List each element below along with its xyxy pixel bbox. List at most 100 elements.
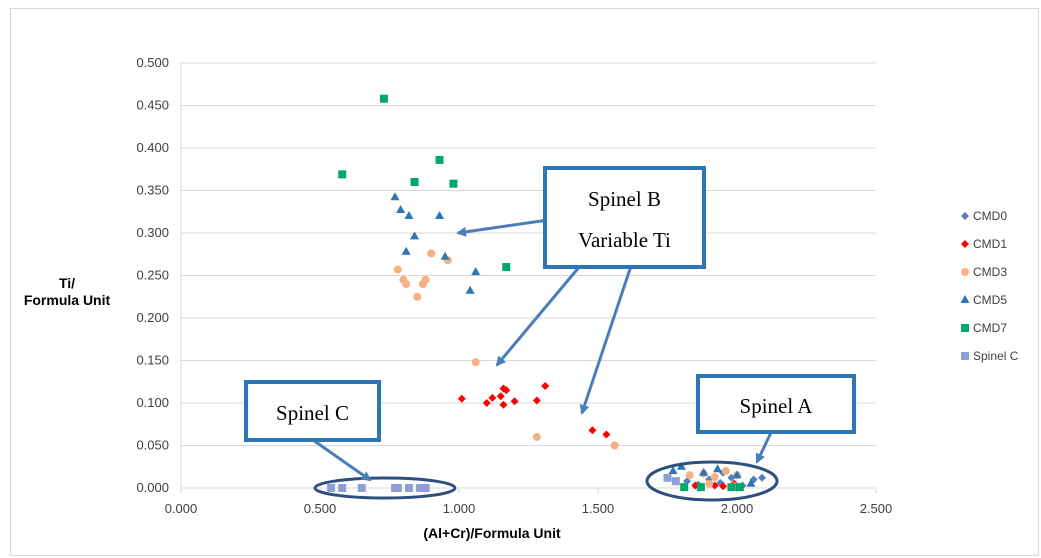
point-cmd1 bbox=[602, 430, 611, 439]
point-cmd5 bbox=[390, 192, 400, 201]
x-tick-label: 1.000 bbox=[443, 501, 476, 516]
point-cmd5 bbox=[465, 285, 475, 294]
point-cmd5 bbox=[404, 211, 414, 219]
legend: CMD0 CMD1 CMD3 CMD5 CMD7 Spinel C bbox=[960, 209, 1019, 363]
x-tick-label: 2.000 bbox=[721, 501, 754, 516]
point-cmd7 bbox=[410, 178, 419, 186]
legend-label-cmd1: CMD1 bbox=[973, 237, 1007, 251]
x-axis-title: (Al+Cr)/Formula Unit bbox=[423, 525, 561, 541]
point-cmd3 bbox=[421, 275, 430, 284]
point-cmd7 bbox=[696, 483, 705, 492]
point-cmd1 bbox=[488, 393, 497, 402]
spinel-b-label: Spinel B bbox=[588, 187, 661, 211]
point-cmd5 bbox=[676, 461, 686, 470]
point-cmd1 bbox=[541, 382, 550, 390]
spinel-a-label: Spinel A bbox=[740, 394, 814, 418]
legend-label-cmd5: CMD5 bbox=[973, 293, 1007, 307]
legend-marker-cmd5 bbox=[960, 295, 970, 303]
point-cmd3 bbox=[705, 479, 714, 488]
point-spinel-c bbox=[421, 484, 430, 492]
point-cmd7 bbox=[680, 483, 689, 492]
legend-marker-cmd7 bbox=[961, 324, 969, 332]
point-cmd5 bbox=[699, 467, 709, 476]
point-cmd0 bbox=[758, 473, 767, 482]
point-cmd5 bbox=[396, 205, 406, 214]
point-cmd1 bbox=[499, 400, 508, 409]
legend-label-cmd7: CMD7 bbox=[973, 321, 1007, 335]
legend-marker-cmd0 bbox=[961, 212, 969, 220]
y-tick-label: 0.300 bbox=[136, 225, 169, 240]
point-cmd5 bbox=[410, 231, 420, 240]
point-cmd5 bbox=[732, 470, 742, 479]
legend-label-cmd3: CMD3 bbox=[973, 265, 1007, 279]
point-cmd5 bbox=[746, 478, 756, 487]
point-cmd1 bbox=[496, 392, 505, 401]
point-cmd1 bbox=[588, 426, 597, 435]
data-points bbox=[327, 94, 767, 492]
spinel-b-box bbox=[543, 166, 706, 269]
legend-marker-spinel-c bbox=[961, 352, 969, 360]
x-tick-label: 1.500 bbox=[582, 501, 615, 516]
point-cmd7 bbox=[449, 179, 458, 188]
point-cmd1 bbox=[719, 482, 728, 491]
point-cmd1 bbox=[482, 399, 491, 407]
spinel-b-label: Variable Ti bbox=[578, 228, 671, 252]
point-cmd3 bbox=[685, 471, 694, 480]
point-cmd3 bbox=[471, 358, 480, 367]
point-cmd7 bbox=[379, 94, 388, 103]
point-cmd5 bbox=[713, 464, 723, 473]
point-cmd1 bbox=[502, 386, 511, 395]
point-spinel-c bbox=[338, 484, 347, 492]
point-spinel-c bbox=[416, 484, 425, 492]
point-spinel-c bbox=[393, 484, 402, 492]
legend-label-cmd0: CMD0 bbox=[973, 209, 1007, 223]
annotation-boxes: Spinel B Variable Ti Spinel C Spinel A bbox=[244, 166, 856, 442]
point-cmd5 bbox=[435, 211, 445, 219]
point-spinel-c bbox=[671, 477, 680, 486]
legend-marker-cmd1 bbox=[961, 240, 969, 248]
point-cmd3 bbox=[610, 441, 619, 450]
y-tick-label: 0.200 bbox=[136, 310, 169, 325]
point-cmd3 bbox=[402, 280, 411, 288]
legend-marker-cmd3 bbox=[961, 268, 969, 276]
point-cmd1 bbox=[532, 396, 541, 405]
y-axis-title-line2: Formula Unit bbox=[24, 292, 111, 308]
y-tick-label: 0.150 bbox=[136, 353, 169, 368]
point-cmd7 bbox=[735, 483, 744, 492]
spinel-c-box bbox=[244, 380, 381, 442]
point-cmd7 bbox=[502, 263, 511, 271]
point-cmd7 bbox=[435, 155, 444, 164]
point-cmd5 bbox=[401, 246, 411, 255]
y-tick-label: 0.050 bbox=[136, 438, 169, 453]
point-cmd1 bbox=[510, 397, 519, 406]
spinel-b-arrow-3 bbox=[579, 265, 633, 415]
y-tick-label: 0.350 bbox=[136, 183, 169, 198]
point-cmd3 bbox=[393, 265, 402, 274]
axes: 0.000 0.050 0.100 0.150 0.200 0.250 0.300 0.350… bbox=[136, 55, 892, 516]
point-cmd7 bbox=[727, 483, 736, 492]
point-spinel-c bbox=[327, 484, 336, 492]
y-tick-label: 0.400 bbox=[136, 140, 169, 155]
gridlines bbox=[181, 62, 876, 489]
point-cmd1 bbox=[457, 394, 466, 403]
spinel-c-label: Spinel C bbox=[276, 401, 349, 425]
y-tick-label: 0.500 bbox=[136, 55, 169, 70]
y-tick-label: 0.250 bbox=[136, 268, 169, 283]
point-cmd5 bbox=[668, 466, 678, 474]
chart-frame bbox=[10, 8, 1039, 556]
y-axis-title-line1: Ti/ bbox=[59, 275, 75, 291]
point-spinel-c bbox=[357, 484, 366, 492]
point-cmd3 bbox=[413, 292, 422, 301]
x-tick-label: 2.500 bbox=[860, 501, 893, 516]
spinel-b-arrow-2 bbox=[495, 265, 582, 367]
point-spinel-c bbox=[404, 484, 413, 492]
spinel-b-arrow-1 bbox=[456, 218, 549, 237]
y-tick-label: 0.450 bbox=[136, 98, 169, 113]
annotation-arrows bbox=[312, 218, 778, 482]
point-cmd3 bbox=[427, 249, 436, 258]
x-tick-label: 0.500 bbox=[304, 501, 337, 516]
point-cmd5 bbox=[471, 267, 481, 276]
point-cmd3 bbox=[721, 467, 730, 475]
legend-label-spinel-c: Spinel C bbox=[973, 349, 1019, 363]
